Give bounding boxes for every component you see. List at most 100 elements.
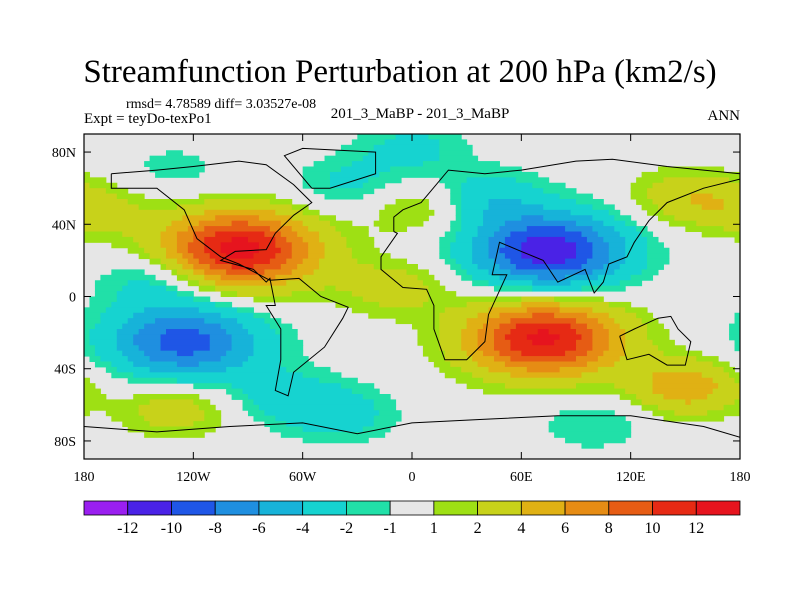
field-cell <box>176 231 194 238</box>
field-cell <box>663 415 725 422</box>
field-cell <box>116 334 134 341</box>
field-cell <box>351 291 429 297</box>
field-cell <box>138 204 178 211</box>
field-cell <box>379 209 435 216</box>
field-cell <box>253 253 276 260</box>
field-cell <box>592 242 610 249</box>
field-cell <box>105 366 118 373</box>
field-cell <box>166 247 178 254</box>
field-cell <box>412 323 440 330</box>
colorbar-swatch <box>389 500 435 516</box>
field-cell <box>231 383 342 390</box>
field-cell <box>608 329 626 335</box>
field-cell <box>499 247 522 254</box>
field-cell <box>608 301 632 308</box>
colorbar-swatch <box>214 500 260 516</box>
field-cell <box>84 383 96 390</box>
x-tick-label: 180 <box>74 470 95 485</box>
field-cell <box>696 356 719 362</box>
field-cell <box>237 318 265 325</box>
field-cell <box>597 274 632 281</box>
field-cell <box>614 215 632 222</box>
field-cell <box>84 204 140 211</box>
field-cell <box>231 236 249 243</box>
field-cell <box>592 269 615 276</box>
field-cell <box>198 307 238 314</box>
field-cell <box>149 421 194 427</box>
y-tick-label: 80N <box>52 146 76 161</box>
field-cell <box>100 318 129 325</box>
field-cell <box>499 312 533 319</box>
field-cell <box>351 247 380 254</box>
field-cell <box>187 242 205 249</box>
field-cell <box>215 231 265 238</box>
experiment-label: Expt = teyDo-texPo1 <box>84 111 212 127</box>
field-cell <box>439 318 468 325</box>
field-cell <box>494 258 511 265</box>
field-cell <box>652 199 692 205</box>
field-cell <box>193 383 233 390</box>
field-cell <box>630 399 643 406</box>
field-cell <box>499 264 517 270</box>
field-cell <box>614 269 643 276</box>
field-cell <box>619 280 643 287</box>
field-cell <box>559 410 615 417</box>
colorbar-swatch <box>695 500 741 516</box>
field-cell <box>215 215 260 222</box>
field-cell <box>461 366 490 373</box>
field-cell <box>187 226 205 232</box>
field-cell <box>231 339 254 346</box>
field-cell <box>444 350 468 357</box>
field-cell <box>144 307 200 314</box>
field-cell <box>89 329 118 335</box>
field-cell <box>707 410 740 417</box>
field-cell <box>226 366 287 373</box>
field-cell <box>526 366 561 373</box>
field-cell <box>668 220 697 227</box>
field-cell <box>510 318 577 325</box>
field-cell <box>357 258 408 265</box>
field-cell <box>674 215 740 222</box>
field-cell <box>346 242 375 249</box>
field-cell <box>701 231 740 238</box>
colorbar-swatch <box>345 500 391 516</box>
field-cell <box>559 366 599 373</box>
field-cell <box>543 215 593 222</box>
field-cell <box>461 215 484 222</box>
field-cell <box>193 421 222 427</box>
field-cell <box>138 253 151 260</box>
field-cell <box>302 372 342 379</box>
field-cell <box>625 253 648 260</box>
field-cell <box>466 318 490 325</box>
field-cell <box>592 334 610 341</box>
field-cell <box>291 226 309 232</box>
field-cell <box>182 264 194 270</box>
field-cell <box>658 404 725 411</box>
colorbar-label: -8 <box>209 520 222 537</box>
field-cell <box>116 329 140 335</box>
field-cell <box>226 329 249 335</box>
field-cell <box>674 410 708 417</box>
field-cell <box>608 345 626 352</box>
field-cell <box>253 415 276 422</box>
field-cell <box>472 274 500 281</box>
field-cell <box>450 264 462 270</box>
field-cell <box>450 226 462 232</box>
colorbar-label: 8 <box>605 520 613 537</box>
field-cell <box>477 361 506 368</box>
field-cell <box>248 356 282 362</box>
field-cell <box>379 301 424 308</box>
field-cell <box>84 312 101 319</box>
field-cell <box>231 345 254 352</box>
field-cell <box>133 236 162 243</box>
field-cell <box>625 334 648 341</box>
field-cell <box>510 339 533 346</box>
field-cell <box>663 209 740 216</box>
field-cell <box>652 383 719 390</box>
field-cell <box>461 226 479 232</box>
field-cell <box>504 334 528 341</box>
field-cell <box>133 312 222 319</box>
field-cell <box>220 242 260 249</box>
field-cell <box>105 410 140 417</box>
colorbar-swatch <box>520 500 566 516</box>
